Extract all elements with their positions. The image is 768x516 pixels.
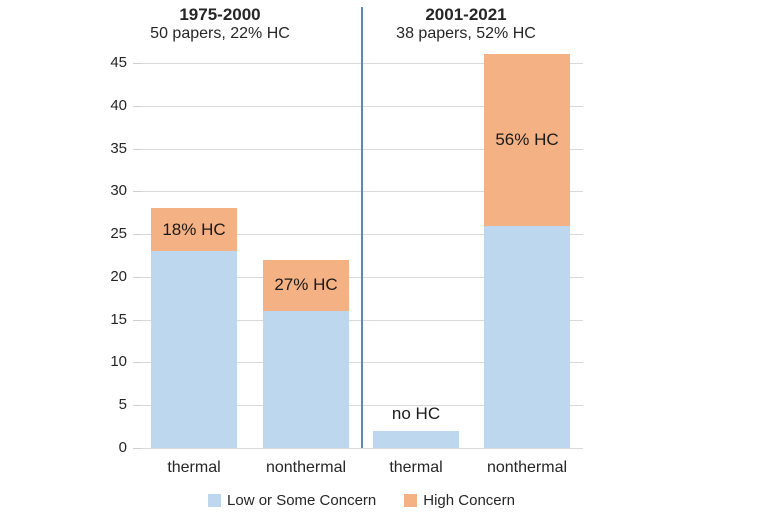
x-axis-label: thermal	[167, 459, 221, 476]
period-divider-line	[361, 7, 363, 448]
y-tick-mark	[133, 405, 141, 407]
y-tick-mark	[133, 448, 141, 449]
y-tick-label: 15	[110, 310, 127, 328]
x-axis-label: nonthermal	[486, 459, 568, 476]
y-tick-label: 5	[118, 396, 127, 414]
y-tick-label: 25	[110, 225, 127, 243]
bar-segment-low-concern	[373, 430, 459, 448]
bar-segment-high-concern	[263, 259, 349, 312]
y-tick-mark	[133, 362, 141, 364]
group-period-label: 2001-2021	[425, 5, 507, 24]
legend-swatch-low-concern	[208, 494, 222, 507]
bar-label: 18% HC	[162, 219, 226, 239]
group-header-2001-2021: 2001-2021 38 papers, 52% HC	[356, 5, 576, 43]
y-tick-mark	[133, 148, 141, 150]
y-tick-mark	[133, 191, 141, 193]
legend-label-low-concern: Low or Some Concern	[227, 492, 377, 509]
y-tick-mark	[133, 105, 141, 107]
y-tick-label: 30	[110, 182, 127, 200]
bar-segment-low-concern	[484, 225, 570, 448]
y-tick-mark	[133, 276, 141, 278]
bar-segment-high-concern	[484, 54, 570, 226]
y-tick-label: 0	[118, 439, 127, 456]
bar-label: no HC	[391, 403, 441, 423]
bar-segment-high-concern	[151, 208, 237, 252]
y-tick-label: 45	[110, 54, 127, 71]
y-tick-label: 40	[110, 96, 127, 114]
group-header-1975-2000: 1975-2000 50 papers, 22% HC	[110, 5, 330, 43]
y-tick-mark	[133, 234, 141, 236]
legend-item-low-concern: Low or Some Concern	[208, 492, 376, 509]
y-tick-label: 10	[110, 353, 127, 371]
y-tick-label: 35	[110, 139, 127, 157]
legend-swatch-high-concern	[404, 494, 418, 507]
bar-label: 27% HC	[274, 275, 338, 295]
legend-item-high-concern: High Concern	[404, 492, 515, 509]
bar-segment-low-concern	[263, 311, 349, 448]
group-subtitle-label: 50 papers, 22% HC	[150, 25, 290, 42]
y-tick-label: 20	[110, 267, 127, 285]
bar-label: 56% HC	[495, 130, 559, 149]
legend: Low or Some Concern High Concern	[140, 492, 583, 509]
group-period-label: 1975-2000	[179, 5, 261, 24]
y-tick-mark	[133, 63, 141, 64]
gridline	[140, 448, 583, 449]
legend-label-high-concern: High Concern	[423, 492, 515, 509]
x-axis-label: thermal	[389, 459, 443, 476]
y-tick-mark	[133, 319, 141, 321]
bar-segment-low-concern	[151, 251, 237, 448]
x-axis-label: nonthermal	[265, 459, 347, 476]
group-subtitle-label: 38 papers, 52% HC	[396, 25, 536, 42]
